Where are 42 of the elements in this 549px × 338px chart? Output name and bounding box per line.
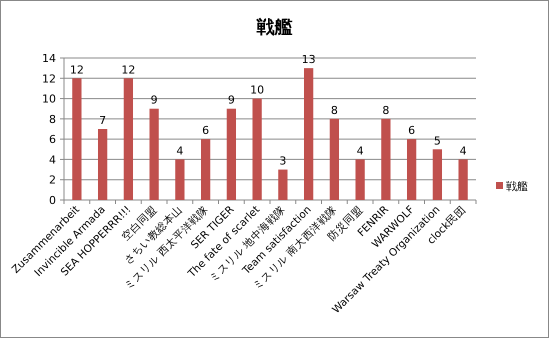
bar: [304, 68, 314, 200]
bar: [98, 129, 108, 200]
data-label: 12: [121, 63, 136, 76]
data-label: 6: [202, 124, 210, 138]
bar: [149, 108, 159, 200]
data-label: 9: [228, 94, 235, 107]
y-tick-label: 2: [49, 174, 56, 187]
bar: [252, 98, 262, 200]
bar: [355, 159, 365, 200]
y-tick-label: 8: [49, 112, 56, 126]
bar: [72, 78, 82, 200]
y-tick-label: 14: [42, 52, 56, 65]
data-label: 13: [302, 53, 316, 66]
y-tick-label: 12: [42, 72, 56, 86]
data-label: 3: [279, 154, 286, 168]
data-label: 9: [150, 94, 158, 107]
bar: [458, 159, 468, 200]
bar: [200, 139, 210, 200]
data-label: 7: [99, 114, 106, 127]
bar: [432, 149, 442, 200]
data-label: 4: [356, 144, 364, 158]
y-tick-label: 6: [49, 133, 56, 146]
data-label: 6: [408, 124, 416, 138]
y-tick-label: 0: [49, 194, 56, 207]
chart-title: 戦艦: [256, 17, 292, 38]
data-label: 5: [434, 134, 441, 148]
y-tick-label: 4: [49, 153, 56, 166]
data-label: 12: [70, 63, 84, 76]
data-label: 8: [382, 104, 390, 117]
data-label: 8: [330, 104, 338, 117]
legend-label: 戦艦: [506, 180, 528, 193]
bar: [124, 78, 134, 200]
data-label: 4: [176, 144, 184, 158]
data-label: 4: [460, 144, 467, 158]
bar: [278, 170, 288, 200]
bar: [330, 118, 340, 200]
bar: [406, 139, 416, 200]
y-tick-label: 10: [42, 92, 56, 106]
bar: [381, 118, 391, 200]
bar: [226, 108, 236, 200]
bar: [175, 159, 185, 200]
data-label: 10: [250, 84, 264, 97]
